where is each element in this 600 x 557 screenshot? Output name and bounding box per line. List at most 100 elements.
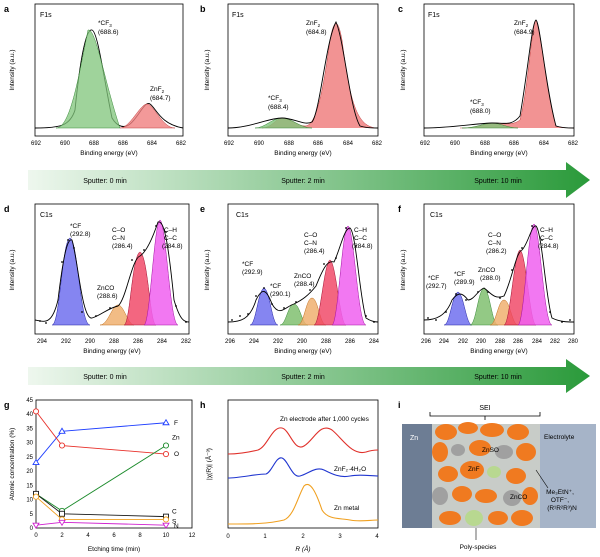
svg-text:284: 284 xyxy=(532,339,543,345)
data-point-o xyxy=(32,408,40,415)
svg-text:(286.4): (286.4) xyxy=(304,248,325,255)
data-point-f xyxy=(162,418,170,426)
peak-labels: *CF (292.7) *CF (289.9) ZnCO (288.0) C–O… xyxy=(426,227,559,290)
sputter-arrow-bottom: Sputter: 0 min Sputter: 2 min Sputter: 1… xyxy=(28,359,590,393)
series-label-f: F xyxy=(174,420,178,427)
svg-text:C–H: C–H xyxy=(164,227,177,234)
x-tick-label: 8 xyxy=(138,533,142,539)
trace-label: Zn electrode after 1,000 cycles xyxy=(280,416,370,423)
zn-label: Zn xyxy=(410,435,418,442)
x-ticks: 296 294 292 290 288 286 284 282 280 xyxy=(421,339,579,345)
core-level-label: C1s xyxy=(430,212,443,219)
x-tick-label: 6 xyxy=(112,533,116,539)
x-tick-label: 2 xyxy=(60,533,64,539)
svg-text:*CF: *CF xyxy=(454,271,465,278)
svg-text:*CF: *CF xyxy=(270,283,281,290)
svg-text:(288.6): (288.6) xyxy=(97,293,118,300)
series-line-f xyxy=(35,422,167,463)
y-axis-label: |χ(R)| (Å⁻³) xyxy=(204,448,213,480)
svg-text:294: 294 xyxy=(37,339,48,345)
svg-text:286: 286 xyxy=(345,339,356,345)
peak-pos-znf2: (684.9) xyxy=(514,29,535,36)
panel-e: e C1s Intensity (a.u.) *CF (292.9) *CF (… xyxy=(200,203,380,355)
x-ticks: 692 690 688 686 684 682 xyxy=(420,141,579,147)
panel-letter: d xyxy=(4,204,10,214)
x-tick-label: 0 xyxy=(34,533,38,539)
peak-labels: *CF (292.8) ZnCO (288.6) C–O C–N (286.4)… xyxy=(70,223,183,300)
svg-text:(290.1): (290.1) xyxy=(270,291,291,298)
data-point-n xyxy=(32,522,40,530)
panel-letter: a xyxy=(4,4,10,14)
x-ticks: 692 690 688 686 684 682 xyxy=(31,141,187,147)
x-axis-label: Binding energy (eV) xyxy=(274,348,331,355)
peak-pos-znf2: (684.8) xyxy=(306,29,327,36)
data-points xyxy=(231,227,375,323)
data-point-f xyxy=(58,427,66,434)
core-level-label: C1s xyxy=(236,212,249,219)
y-axis-label: Intensity (a.u.) xyxy=(204,49,211,90)
svg-text:290: 290 xyxy=(297,339,308,345)
svg-text:(292.9): (292.9) xyxy=(242,269,263,276)
core-level-label: C1s xyxy=(40,212,53,219)
svg-text:692: 692 xyxy=(420,141,431,147)
x-ticks: 0 2 4 6 8 10 12 xyxy=(34,533,196,539)
trace-zn-electrode xyxy=(227,427,379,455)
y-tick-label: 5 xyxy=(30,512,34,518)
data-point-c xyxy=(59,510,65,517)
sputter-labels: Sputter: 0 min Sputter: 2 min Sputter: 1… xyxy=(83,374,522,381)
plot-frame xyxy=(227,203,379,335)
sei-label: SEI xyxy=(479,405,490,412)
series-label-n: N xyxy=(174,523,179,530)
svg-text:692: 692 xyxy=(224,141,235,147)
svg-text:C–C: C–C xyxy=(540,235,553,242)
trace-label: ZnF₂·4H₂O xyxy=(334,466,366,473)
x-tick-label: 4 xyxy=(86,533,90,539)
ions-label-3: (R¹R²R³)N xyxy=(547,505,577,512)
svg-text:688: 688 xyxy=(480,141,491,147)
svg-text:288: 288 xyxy=(321,339,332,345)
panel-c: c F1s Intensity (a.u.) *CF3 (688.0) ZnF2… xyxy=(398,3,579,157)
znf2-label: ZnF xyxy=(468,466,480,473)
svg-text:288: 288 xyxy=(495,339,506,345)
svg-text:Sputter: 2 min: Sputter: 2 min xyxy=(281,178,325,185)
peak-label-znf2: ZnF2 xyxy=(150,86,165,94)
peak-pos-cf3: (688.6) xyxy=(98,29,119,36)
peak-pos-cf3: (688.4) xyxy=(268,104,289,111)
y-axis-label: Intensity (a.u.) xyxy=(9,49,16,90)
svg-text:ZnCO: ZnCO xyxy=(97,285,114,292)
svg-text:(284.8): (284.8) xyxy=(538,243,559,250)
plot-frame xyxy=(227,3,379,137)
svg-text:ZnCO: ZnCO xyxy=(294,273,311,280)
series-group: F O Zn CSN xyxy=(32,408,180,530)
svg-text:284: 284 xyxy=(157,339,168,345)
svg-text:C–N: C–N xyxy=(112,235,125,242)
series-line-n xyxy=(35,521,167,526)
svg-text:(292.8): (292.8) xyxy=(70,231,91,238)
svg-text:*CF: *CF xyxy=(428,275,439,282)
electrolyte-region xyxy=(540,424,596,528)
y-axis-label: Intensity (a.u.) xyxy=(204,249,211,290)
panel-g: g Atomic concentration (%) Etching time … xyxy=(4,398,196,553)
svg-text:292: 292 xyxy=(458,339,469,345)
plot-frame xyxy=(227,399,379,529)
y-tick-label: 20 xyxy=(26,469,33,475)
y-tick-label: 30 xyxy=(26,441,33,447)
svg-text:0: 0 xyxy=(226,534,230,540)
series-label-zn: Zn xyxy=(172,435,180,442)
x-ticks: 0 1 2 3 4 xyxy=(226,534,379,540)
svg-text:Sputter: 2 min: Sputter: 2 min xyxy=(281,374,325,381)
panel-a: a F1s Intensity (a.u.) *CF3 (688.6) ZnF2… xyxy=(4,3,187,157)
x-ticks: 296 294 292 290 288 286 284 xyxy=(225,339,380,345)
data-point-zn xyxy=(162,442,170,449)
svg-text:292: 292 xyxy=(273,339,284,345)
plot-frame xyxy=(34,203,190,335)
peak-label-znf2: ZnF2 xyxy=(514,20,529,28)
x-axis-label: Binding energy (eV) xyxy=(274,150,331,157)
svg-text:690: 690 xyxy=(450,141,461,147)
svg-text:C–O: C–O xyxy=(304,232,317,239)
x-ticks: 294 292 290 288 286 284 282 xyxy=(37,339,192,345)
data-point-n xyxy=(162,522,170,530)
y-tick-label: 10 xyxy=(26,498,33,504)
svg-text:ZnCO: ZnCO xyxy=(478,267,495,274)
y-tick-label: 35 xyxy=(26,426,33,432)
